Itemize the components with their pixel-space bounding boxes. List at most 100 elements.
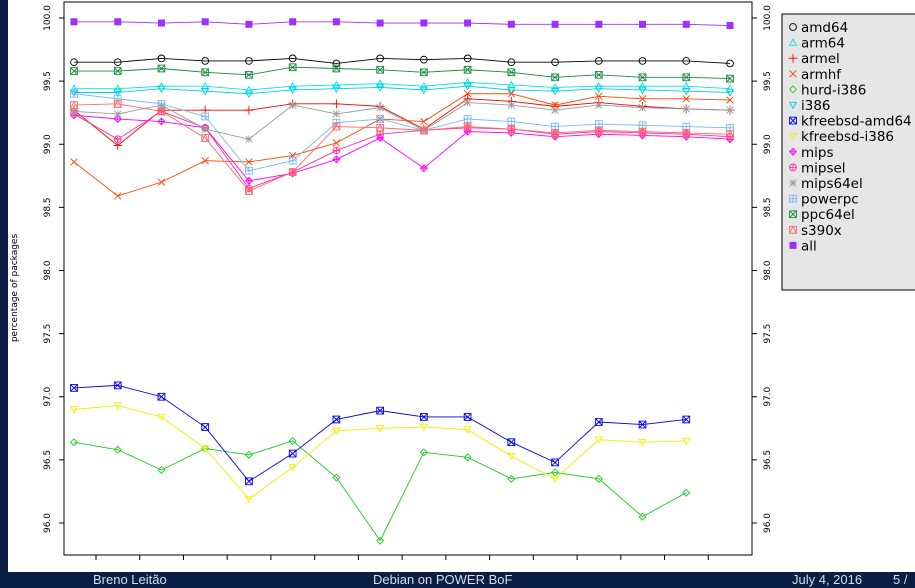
data-point (332, 155, 341, 164)
y-tick-label-right: 100.0 (763, 5, 773, 31)
legend-label: armel (801, 51, 840, 67)
data-point (201, 112, 210, 121)
data-point (419, 86, 429, 95)
data-point (245, 20, 253, 28)
data-point (201, 423, 210, 431)
legend-marker (789, 241, 797, 249)
data-point (157, 392, 166, 401)
legend-marker (789, 194, 797, 203)
plot-panel: 96.0 96.5 97.0 97.5 98.0 98.5 99.0 99.5 100.0 96… (8, 0, 915, 572)
data-point (288, 81, 297, 90)
data-point (332, 99, 341, 109)
data-point (507, 58, 516, 67)
series-arm64 (69, 78, 735, 94)
data-point (375, 425, 385, 433)
legend-entry: mipsel (789, 160, 846, 176)
series-layer (69, 18, 735, 545)
data-point (726, 74, 734, 83)
data-point (332, 415, 341, 424)
data-point (201, 445, 210, 453)
data-point (157, 178, 166, 186)
series-mips64el (70, 98, 734, 143)
data-point (244, 90, 254, 99)
data-point (638, 512, 647, 521)
data-point (419, 125, 428, 135)
legend-entry: mips64el (789, 176, 863, 192)
data-point (288, 63, 297, 72)
data-point (725, 89, 735, 97)
data-point (726, 59, 734, 68)
data-point (550, 83, 560, 91)
data-point (463, 413, 472, 421)
series-line (74, 66, 731, 80)
data-point (463, 90, 472, 98)
data-point (638, 81, 647, 90)
legend-entry: mips (788, 145, 834, 161)
data-point (70, 18, 78, 26)
series-all (70, 18, 734, 30)
data-point (113, 67, 122, 75)
legend-marker (789, 163, 797, 172)
legend-label: mipsel (801, 160, 846, 176)
data-point (289, 18, 297, 26)
series-mips (69, 111, 735, 185)
data-point (463, 54, 472, 63)
legend-label: mips64el (801, 176, 863, 192)
legend-label: all (801, 238, 817, 254)
data-point (463, 83, 472, 91)
data-point (638, 86, 647, 95)
data-point (332, 139, 341, 147)
data-point (245, 166, 253, 175)
data-point (288, 151, 297, 160)
series-s390x (69, 99, 735, 195)
series-line (74, 57, 731, 64)
data-point (376, 123, 385, 132)
footer-date: July 4, 2016 (792, 572, 863, 587)
data-point (70, 158, 78, 166)
series-armhf (70, 90, 734, 200)
data-point (551, 458, 559, 467)
series-line (73, 98, 731, 147)
data-point (420, 55, 428, 64)
legend-marker (789, 70, 797, 78)
series-kfreebsd-amd64 (70, 381, 691, 486)
series-line (73, 384, 687, 482)
data-point (638, 127, 647, 136)
y-tick-label-left: 97.0 (43, 386, 53, 406)
data-point (551, 106, 559, 114)
legend-marker (789, 179, 797, 187)
data-point (463, 115, 472, 123)
legend-entry: ppc64el (789, 207, 855, 223)
data-point (70, 89, 78, 98)
data-point (464, 19, 472, 27)
y-axis-left: 96.0 96.5 97.0 97.5 98.0 98.5 99.0 99.5 100.0 (43, 5, 64, 533)
data-point (113, 445, 122, 454)
data-point (550, 88, 560, 96)
data-point (682, 73, 691, 82)
data-point (114, 18, 122, 26)
data-point (157, 117, 166, 126)
data-point (201, 68, 210, 77)
series-line (73, 93, 731, 172)
series-line (74, 21, 731, 27)
y-tick-label-right: 96.5 (763, 450, 773, 470)
data-point (682, 105, 690, 113)
data-point (157, 64, 166, 73)
data-point (288, 54, 297, 63)
data-point (375, 79, 385, 87)
data-point (595, 101, 603, 109)
data-point (551, 58, 559, 67)
legend: amd64arm64armelarmhfhurd-i386i386kfreebs… (781, 13, 915, 291)
data-point (288, 167, 297, 176)
data-point (507, 452, 516, 461)
data-point (594, 436, 603, 445)
series-hurd-i386 (69, 436, 691, 545)
data-point (682, 95, 690, 103)
data-point (114, 110, 122, 118)
data-point (376, 19, 384, 27)
data-point (332, 146, 341, 155)
y-axis-right: 96.0 96.5 97.0 97.5 98.0 98.5 99.0 99.5 100.0 (752, 5, 773, 533)
legend-label: kfreebsd-i386 (801, 129, 894, 145)
series-line (73, 103, 731, 192)
data-point (332, 122, 341, 131)
